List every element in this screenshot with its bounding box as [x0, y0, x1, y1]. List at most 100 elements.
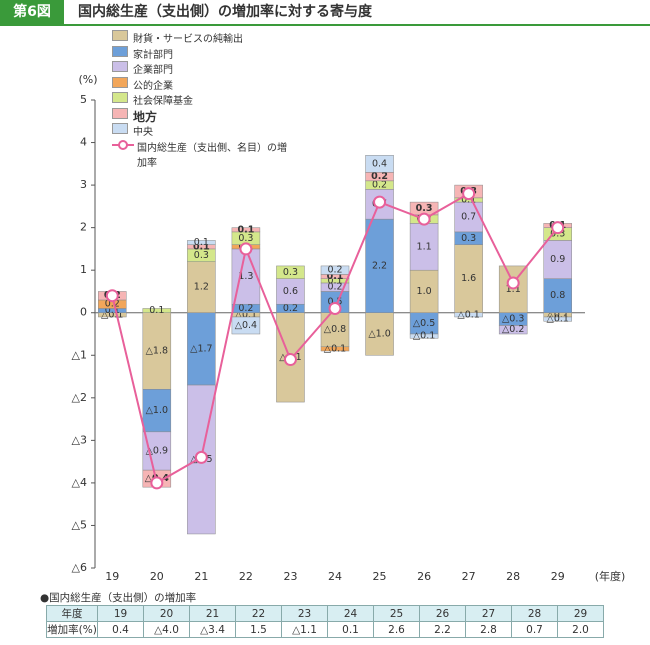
value-label: △0.2 — [502, 324, 524, 335]
x-tick-label: 23 — [283, 570, 297, 583]
legend-swatch — [112, 92, 128, 103]
x-tick-label: 22 — [239, 570, 253, 583]
value-label: 0.3 — [461, 233, 476, 244]
legend-swatch — [112, 45, 128, 57]
legend-item: 国内総生産（支出側、名目）の増加率 — [112, 139, 292, 169]
value-label: 0.2 — [327, 282, 342, 293]
gdp-marker — [150, 476, 164, 490]
table-cell: 24 — [327, 605, 374, 622]
table-cell: 2.0 — [557, 621, 604, 638]
table-cell: 19 — [97, 605, 144, 622]
value-label: △1.7 — [190, 343, 212, 354]
value-label: △0.4 — [235, 320, 257, 331]
x-tick-label: 25 — [373, 570, 387, 583]
bar-segment — [365, 312, 394, 356]
value-label: 0.1 — [149, 305, 164, 316]
value-label: △0.1 — [547, 309, 569, 320]
legend-item: 企業部門 — [112, 61, 292, 77]
value-label: 1.0 — [417, 286, 432, 297]
value-label: 0.4 — [372, 158, 387, 169]
value-label: 1.2 — [194, 282, 209, 293]
legend-label: 国内総生産（支出側、名目）の増加率 — [137, 142, 287, 169]
table-cell: △3.4 — [189, 621, 236, 638]
value-label: 2.2 — [372, 260, 387, 271]
value-label: 0.2 — [327, 265, 342, 276]
value-label: △0.1 — [324, 343, 346, 354]
bar-segment — [187, 312, 216, 386]
legend-label: 社会保障基金 — [133, 96, 193, 107]
x-axis-label: (年度) — [595, 569, 626, 583]
value-label: 0.6 — [283, 286, 298, 297]
gdp-marker — [373, 195, 387, 209]
legend-item: 中央 — [112, 123, 292, 139]
bar-segment — [276, 278, 305, 305]
y-tick-label: △4 — [72, 476, 87, 489]
value-label: 0.1 — [237, 224, 254, 235]
table-cell: 増加率(%) — [46, 621, 98, 638]
legend-item: 地方 — [112, 107, 292, 124]
value-label: △0.9 — [146, 446, 168, 457]
bar-segment — [543, 316, 572, 322]
value-label: 0.3 — [416, 203, 433, 214]
value-label: 0.1 — [193, 241, 210, 252]
bar-segment — [187, 261, 216, 313]
value-label: 0.1 — [105, 305, 120, 316]
y-tick-label: △5 — [72, 518, 87, 531]
table-cell: 26 — [419, 605, 466, 622]
y-tick-label: 5 — [80, 93, 87, 106]
y-tick-label: 0 — [80, 306, 87, 319]
legend-item: 財貨・サービスの純輸出 — [112, 30, 292, 46]
legend-marker — [118, 139, 128, 150]
gdp-marker — [239, 242, 253, 256]
bar-segment — [142, 308, 172, 313]
bar-segment — [231, 316, 261, 335]
data-table: 年度 19 20 21 22 23 24 25 26 27 28 29 増加率(%) 0.4 △4.0 △3.… — [46, 605, 604, 638]
legend-label: 企業部門 — [133, 65, 173, 76]
table-cell: 2.6 — [373, 621, 420, 638]
value-label: △1.0 — [368, 329, 390, 340]
table-cell: 2.8 — [465, 621, 512, 638]
bar-segment — [454, 201, 483, 233]
table-cell: 22 — [235, 605, 282, 622]
y-tick-label: △1 — [72, 348, 87, 361]
x-tick-label: 27 — [462, 570, 476, 583]
value-label: 1.3 — [238, 271, 253, 282]
chart: (%) (年度) △6△5△4△3△2△101234519△0.10.10.20… — [72, 73, 626, 583]
table-cell: △1.1 — [281, 621, 328, 638]
table-cell: △4.0 — [143, 621, 190, 638]
gdp-marker — [462, 187, 476, 201]
bar-segment — [365, 155, 394, 173]
x-tick-label: 19 — [105, 570, 119, 583]
bar-segment — [142, 389, 172, 433]
table-caption: ●国内総生産（支出側）の増加率 — [40, 592, 197, 604]
bar-segment — [409, 333, 439, 339]
legend-label: 財貨・サービスの純輸出 — [133, 34, 243, 45]
x-tick-label: 24 — [328, 570, 342, 583]
table-row: 年度 19 20 21 22 23 24 25 26 27 28 29 — [46, 605, 604, 622]
value-label: 0.3 — [283, 267, 298, 278]
value-label: △0.8 — [324, 324, 346, 335]
table-cell: 20 — [143, 605, 190, 622]
value-label: 0.3 — [194, 250, 209, 261]
y-tick-label: 4 — [80, 136, 87, 149]
table-cell: 0.7 — [511, 621, 558, 638]
value-label: 0.7 — [461, 212, 476, 223]
table-cell: 1.5 — [235, 621, 282, 638]
value-label: 0.1 — [194, 237, 209, 248]
x-tick-label: 21 — [194, 570, 208, 583]
table-cell: 21 — [189, 605, 236, 622]
y-tick-label: 1 — [80, 263, 87, 276]
legend-label: 中央 — [133, 127, 153, 138]
value-label: 1.6 — [461, 273, 476, 284]
bar-segment — [231, 227, 261, 233]
value-label: △0.1 — [235, 309, 257, 320]
bar-segment — [409, 223, 439, 271]
x-tick-label: 29 — [551, 570, 565, 583]
figure-number: 第6図 — [0, 0, 64, 24]
value-label: 0.3 — [238, 233, 253, 244]
value-label: 0.1 — [327, 275, 342, 286]
value-label: △0.1 — [547, 314, 569, 325]
x-tick-label: 20 — [150, 570, 164, 583]
bar-segment — [543, 278, 572, 313]
